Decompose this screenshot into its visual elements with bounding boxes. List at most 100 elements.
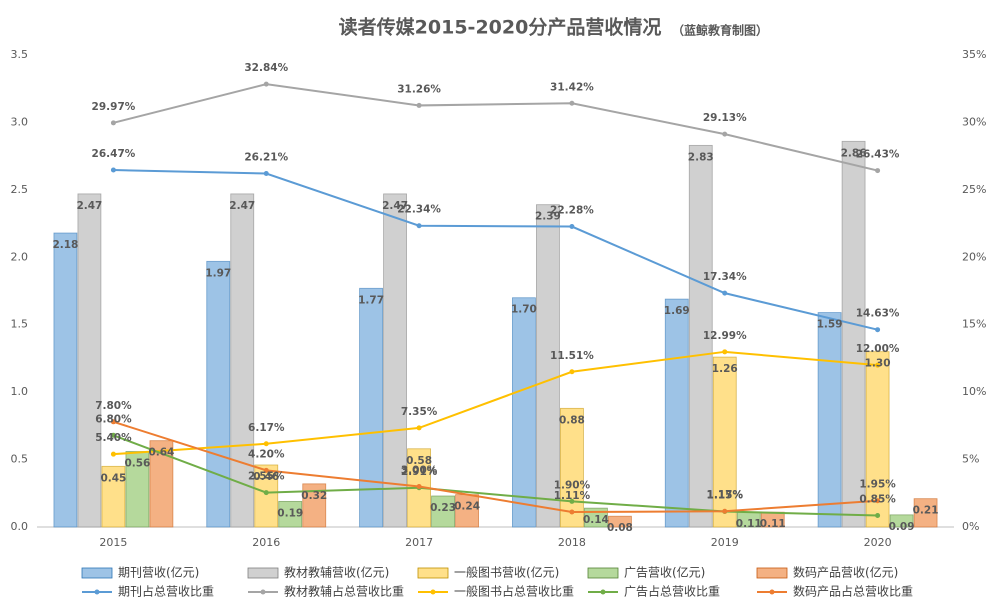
y-tick-label: 1.5	[11, 318, 29, 331]
line-value-label: 26.43%	[856, 149, 900, 161]
legend-swatch	[430, 589, 436, 595]
line-value-label: 6.80%	[95, 413, 132, 425]
bar-value-label: 0.46	[253, 471, 279, 483]
bar-value-label: 2.47	[382, 200, 408, 212]
x-tick-label: 2018	[558, 536, 586, 549]
bar	[688, 144, 713, 528]
x-tick-label: 2020	[864, 536, 892, 549]
legend-swatch	[81, 567, 113, 579]
bar-value-label: 0.09	[889, 521, 915, 533]
line-value-label: 11.51%	[550, 350, 594, 362]
line-value-label: 1.17%	[707, 489, 744, 501]
bar	[841, 140, 866, 528]
bar	[77, 193, 102, 528]
bar-value-label: 0.19	[277, 507, 303, 519]
line	[113, 350, 878, 456]
bar	[101, 465, 126, 528]
line-point	[722, 349, 728, 355]
bar-value-label: 1.97	[205, 267, 231, 279]
bar-value-label: 0.45	[100, 472, 126, 484]
line-point	[416, 425, 422, 431]
legend-swatch	[94, 589, 100, 595]
bar-value-label: 2.47	[76, 200, 102, 212]
bar-value-label: 1.69	[664, 305, 690, 317]
legend-label: 教材教辅占总营收比重	[284, 584, 404, 599]
bar-value-label: 1.30	[865, 358, 891, 370]
bar	[149, 440, 174, 528]
bar-value-label: 0.24	[454, 501, 480, 513]
bar	[608, 515, 632, 528]
bar-value-label: 2.83	[688, 151, 714, 163]
bar	[125, 451, 150, 528]
line-point	[263, 490, 269, 496]
line-value-label: 2.91%	[401, 466, 438, 478]
line-value-label: 32.84%	[244, 62, 288, 74]
bar-value-label: 2.47	[229, 200, 255, 212]
legend-label: 广告占总营收比重	[624, 584, 720, 599]
line-value-label: 5.40%	[95, 432, 132, 444]
bar	[560, 407, 584, 528]
line-value-label: 22.28%	[550, 205, 594, 217]
line-value-label: 1.15%	[707, 489, 744, 501]
bar-value-label: 0.88	[559, 414, 585, 426]
legend-label: 数码产品占总营收比重	[793, 584, 913, 599]
legend-swatch	[247, 567, 279, 579]
bar	[206, 260, 231, 528]
legend-label: 数码产品营收(亿元)	[793, 565, 898, 580]
x-tick-label: 2017	[405, 536, 433, 549]
bar	[230, 193, 255, 528]
line-value-label: 29.97%	[92, 101, 136, 113]
bar-value-label: 1.59	[817, 319, 843, 331]
bar	[431, 495, 455, 528]
line-point	[263, 171, 269, 177]
y-tick-label: 2.0	[11, 250, 29, 263]
y2-tick-label: 0%	[962, 520, 979, 533]
bar	[359, 287, 383, 528]
line-point	[569, 369, 575, 375]
bar-value-label: 0.14	[583, 514, 609, 526]
bar	[254, 464, 279, 528]
line-point	[416, 102, 422, 108]
line-point	[263, 467, 269, 473]
line-point	[263, 81, 269, 87]
bar	[302, 483, 327, 528]
line-point	[875, 327, 881, 333]
y2-tick-label: 5%	[962, 453, 979, 466]
line-value-label: 1.90%	[554, 479, 591, 491]
bar	[536, 204, 560, 528]
y2-tick-label: 15%	[962, 318, 986, 331]
legend-label: 教材教辅营收(亿元)	[284, 565, 389, 580]
line-point	[416, 223, 422, 229]
line-point	[875, 168, 881, 174]
y-tick-label: 2.5	[11, 183, 29, 196]
line-value-label: 6.17%	[248, 422, 285, 434]
x-tick-label: 2015	[99, 536, 127, 549]
bar-value-label: 2.18	[52, 239, 78, 251]
bar	[278, 500, 303, 528]
line-value-label: 4.20%	[248, 448, 285, 460]
line-point	[569, 224, 575, 230]
bar	[889, 514, 914, 528]
line-value-label: 17.34%	[703, 271, 747, 283]
chart-subtitle: （蓝鲸教育制图）	[672, 23, 768, 38]
bar	[53, 232, 78, 528]
y2-tick-label: 35%	[962, 48, 986, 61]
y2-tick-label: 20%	[962, 250, 986, 263]
y2-tick-label: 10%	[962, 385, 986, 398]
line-point	[110, 451, 116, 457]
line-value-label: 14.63%	[856, 308, 900, 320]
line-value-label: 2.55%	[248, 471, 285, 483]
y-tick-label: 0.0	[11, 520, 29, 533]
legend-swatch	[756, 567, 788, 579]
legend-swatch	[769, 589, 775, 595]
bar	[865, 351, 890, 528]
bar	[664, 298, 689, 528]
legend-swatch	[587, 567, 619, 579]
line-value-label: 22.34%	[397, 204, 441, 216]
line-point	[569, 100, 575, 106]
legend-label: 期刊营收(亿元)	[118, 565, 199, 580]
line	[113, 169, 878, 331]
x-tick-label: 2019	[711, 536, 739, 549]
line-value-label: 26.21%	[244, 152, 288, 164]
bar-value-label: 0.58	[406, 455, 432, 467]
